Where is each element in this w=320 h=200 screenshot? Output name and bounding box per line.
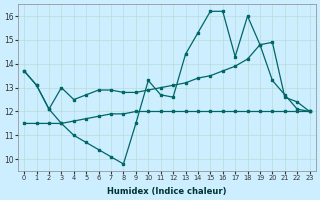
X-axis label: Humidex (Indice chaleur): Humidex (Indice chaleur) xyxy=(107,187,227,196)
